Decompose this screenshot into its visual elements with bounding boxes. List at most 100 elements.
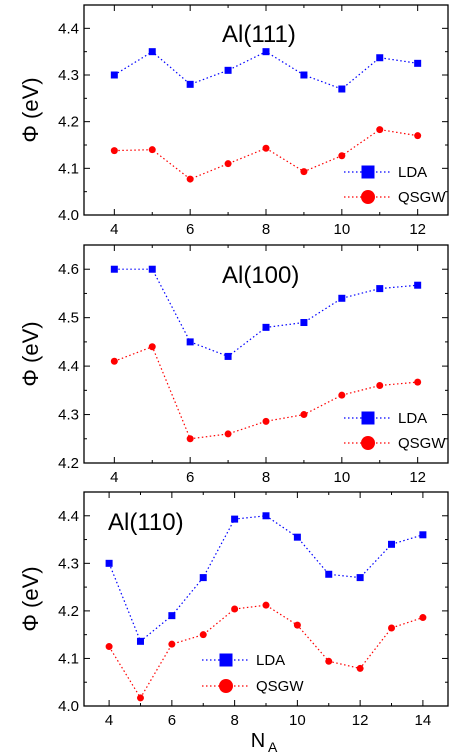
data-point (224, 160, 232, 168)
data-point (338, 152, 346, 160)
data-point (186, 435, 194, 443)
data-point (262, 48, 270, 56)
y-tick-label: 4.2 (58, 455, 79, 472)
legend-label: QSGW (398, 435, 446, 452)
chart-panel-3: 4 6 8 10 12 14 4.0 4.1 4.2 4.3 4.4 Φ (eV) N A Al(110) L… (18, 491, 449, 753)
y-axis-label: Φ (eV) (18, 321, 43, 386)
legend: LDA QSGW (344, 410, 446, 452)
x-axis-label: N (251, 730, 265, 752)
series-lda (110, 265, 422, 360)
data-point (231, 605, 239, 613)
series-lda (110, 48, 422, 93)
data-point (325, 657, 333, 665)
data-point (186, 338, 194, 346)
y-tick-label: 4.1 (58, 650, 79, 667)
x-tick-label: 6 (186, 469, 194, 486)
legend: LDA QSGW (344, 164, 446, 206)
data-point (325, 570, 333, 578)
data-point (105, 559, 113, 567)
data-point (110, 147, 118, 155)
series-line (114, 345, 418, 440)
legend-label: LDA (256, 652, 285, 669)
series-qsgw (105, 601, 427, 702)
data-point (136, 637, 144, 645)
data-point (388, 540, 396, 548)
data-point (338, 391, 346, 399)
chart-panel-2: 4 6 8 10 12 4.2 4.3 4.4 4.5 4.6 Φ (eV) Al(100) LDA QS… (18, 244, 449, 486)
legend-marker (219, 679, 233, 693)
series-line (108, 515, 424, 643)
data-point (199, 574, 207, 582)
data-point (414, 59, 422, 67)
x-tick-label: 10 (289, 712, 306, 729)
data-point (338, 85, 346, 93)
data-point (105, 643, 113, 651)
panel-title: Al(110) (108, 509, 184, 536)
legend-marker (361, 411, 375, 425)
y-tick-label: 4.3 (58, 555, 79, 572)
data-point (376, 126, 384, 134)
data-point (262, 144, 270, 152)
data-point (186, 175, 194, 183)
legend-marker (219, 653, 233, 667)
y-axis-label: Φ (eV) (18, 566, 43, 631)
data-point (388, 624, 396, 632)
data-point (186, 80, 194, 88)
x-tick-label: 12 (409, 221, 426, 238)
data-point (356, 574, 364, 582)
data-point (262, 512, 270, 520)
data-point (262, 601, 270, 609)
x-tick-label: 6 (186, 221, 194, 238)
data-point (224, 66, 232, 74)
y-axis-label: Φ (eV) (18, 77, 43, 142)
x-tick-label: 10 (333, 221, 350, 238)
panel-title: Al(111) (222, 21, 296, 48)
y-tick-label: 4.4 (58, 20, 79, 37)
x-tick-label: 4 (105, 712, 113, 729)
y-tick-label: 4.6 (58, 261, 79, 278)
x-tick-label: 8 (262, 221, 270, 238)
x-tick-label: 4 (110, 469, 118, 486)
series-lda (105, 512, 427, 645)
data-point (148, 48, 156, 56)
data-point (300, 319, 308, 327)
legend-label: LDA (398, 410, 427, 427)
legend-label: LDA (398, 164, 427, 181)
data-point (168, 612, 176, 620)
data-point (376, 285, 384, 293)
legend-label: QSGW (398, 189, 446, 206)
series-qsgw (110, 343, 422, 443)
data-point (199, 631, 207, 639)
data-point (148, 146, 156, 154)
data-point (136, 694, 144, 702)
x-tick-label: 8 (262, 469, 270, 486)
x-tick-label: 10 (333, 469, 350, 486)
data-point (414, 378, 422, 386)
y-tick-label: 4.4 (58, 358, 79, 375)
y-tick-label: 4.0 (58, 698, 79, 715)
data-point (231, 515, 239, 523)
y-tick-label: 4.5 (58, 310, 79, 327)
data-point (419, 531, 427, 539)
y-tick-label: 4.1 (58, 160, 79, 177)
data-point (110, 357, 118, 365)
data-point (262, 417, 270, 425)
series-qsgw (110, 126, 422, 183)
data-point (148, 343, 156, 351)
data-point (224, 352, 232, 360)
data-point (293, 533, 301, 541)
y-tick-label: 4.4 (58, 508, 79, 525)
legend-marker (361, 165, 375, 179)
y-tick-label: 4.3 (58, 407, 79, 424)
data-point (168, 640, 176, 648)
data-point (110, 71, 118, 79)
y-tick-label: 4.3 (58, 67, 79, 84)
data-point (148, 265, 156, 273)
series-line (113, 50, 418, 90)
y-tick-label: 4.0 (58, 207, 79, 224)
data-point (338, 294, 346, 302)
data-point (300, 71, 308, 79)
legend-label: QSGW (256, 678, 304, 695)
x-tick-label: 8 (230, 712, 238, 729)
